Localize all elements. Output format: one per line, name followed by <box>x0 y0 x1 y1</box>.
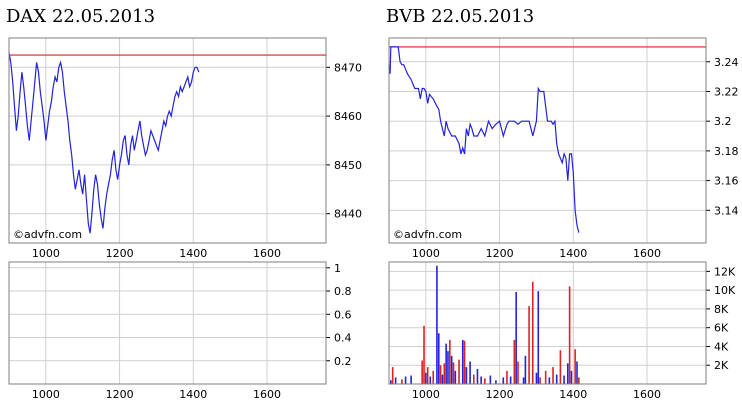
bvb-volume-y-tick-label: 12K <box>714 265 736 278</box>
bvb-price-x-tick-label: 1000 <box>412 247 440 260</box>
bvb-volume-plot-area <box>388 261 707 385</box>
bvb-volume-y-tick-label: 10K <box>714 284 736 297</box>
bvb-volume-x-tick-label: 1200 <box>486 388 514 401</box>
bvb-price-frame <box>388 37 707 244</box>
dax-price-chart: 1000 1200 1400 1600 8440 8450 8460 8470 ©advfn.c… <box>8 37 362 260</box>
bvb-price-x-tick-label: 1200 <box>486 247 514 260</box>
dax-price-y-tick-label: 8470 <box>334 61 362 74</box>
bvb-price-x-tick-label: 1400 <box>559 247 587 260</box>
dax-volume-x-tick-label: 1200 <box>106 388 134 401</box>
bvb-volume-y-tick-label: 2K <box>714 359 729 372</box>
dax-price-watermark: ©advfn.com <box>13 228 82 241</box>
bvb-price-y-tick-label: 3.22 <box>714 85 739 98</box>
bvb-volume-x-tick-label: 1600 <box>633 388 661 401</box>
bvb-price-series-line <box>388 46 580 233</box>
bvb-volume-y-tick-label: 4K <box>714 340 729 353</box>
dax-volume-x-tick-label: 1600 <box>253 388 281 401</box>
dax-price-y-tick-label: 8450 <box>334 159 362 172</box>
bvb-price-y-tick-label: 3.16 <box>714 175 739 188</box>
dax-volume-y-tick-label: 0.2 <box>334 355 352 368</box>
dax-price-series-line <box>8 52 200 234</box>
bvb-price-y-tick-label: 3.2 <box>714 115 732 128</box>
bvb-price-y-tick-label: 3.24 <box>714 56 739 69</box>
dax-price-frame <box>8 37 327 244</box>
bvb-price-watermark: ©advfn.com <box>393 228 462 241</box>
bvb-volume-y-tick-label: 8K <box>714 303 729 316</box>
dax-volume-chart: 1000 1200 1400 1600 0.2 0.4 0.6 0.8 1 <box>8 261 352 401</box>
dax-price-y-tick-label: 8460 <box>334 110 362 123</box>
dax-price-x-tick-label: 1400 <box>179 247 207 260</box>
dax-price-y-tick-label: 8440 <box>334 208 362 221</box>
dax-volume-x-tick-label: 1000 <box>32 388 60 401</box>
bvb-price-y-tick-label: 3.18 <box>714 145 739 158</box>
dax-volume-y-tick-label: 0.6 <box>334 308 352 321</box>
bvb-volume-x-tick-label: 1000 <box>412 388 440 401</box>
dax-volume-frame <box>8 261 327 385</box>
dax-volume-y-tick-label: 0.4 <box>334 332 352 345</box>
dax-volume-y-tick-label: 0.8 <box>334 285 352 298</box>
bvb-price-y-tick-label: 3.14 <box>714 204 739 217</box>
chart-title-dax: DAX 22.05.2013 <box>6 6 156 27</box>
dax-price-x-tick-label: 1600 <box>253 247 281 260</box>
bvb-volume-frame <box>388 261 707 385</box>
bvb-price-x-tick-label: 1600 <box>633 247 661 260</box>
bvb-price-chart: 1000 1200 1400 1600 3.14 3.16 3.18 3.2 3.22 3.24 ©… <box>388 37 739 260</box>
bvb-price-plot-area <box>388 37 707 244</box>
bvb-volume-y-tick-label: 6K <box>714 322 729 335</box>
dax-price-plot-area <box>8 37 327 244</box>
dax-volume-y-tick-label: 1 <box>334 262 341 275</box>
bvb-volume-chart: 1000 1200 1400 1600 2K 4K 6K 8K 10K 12K <box>388 261 736 401</box>
dax-price-x-tick-label: 1200 <box>106 247 134 260</box>
dax-volume-plot-area <box>8 261 327 385</box>
dax-price-x-tick-label: 1000 <box>32 247 60 260</box>
bvb-volume-x-tick-label: 1400 <box>559 388 587 401</box>
chart-title-bvb: BVB 22.05.2013 <box>386 6 535 27</box>
dax-volume-x-tick-label: 1400 <box>179 388 207 401</box>
